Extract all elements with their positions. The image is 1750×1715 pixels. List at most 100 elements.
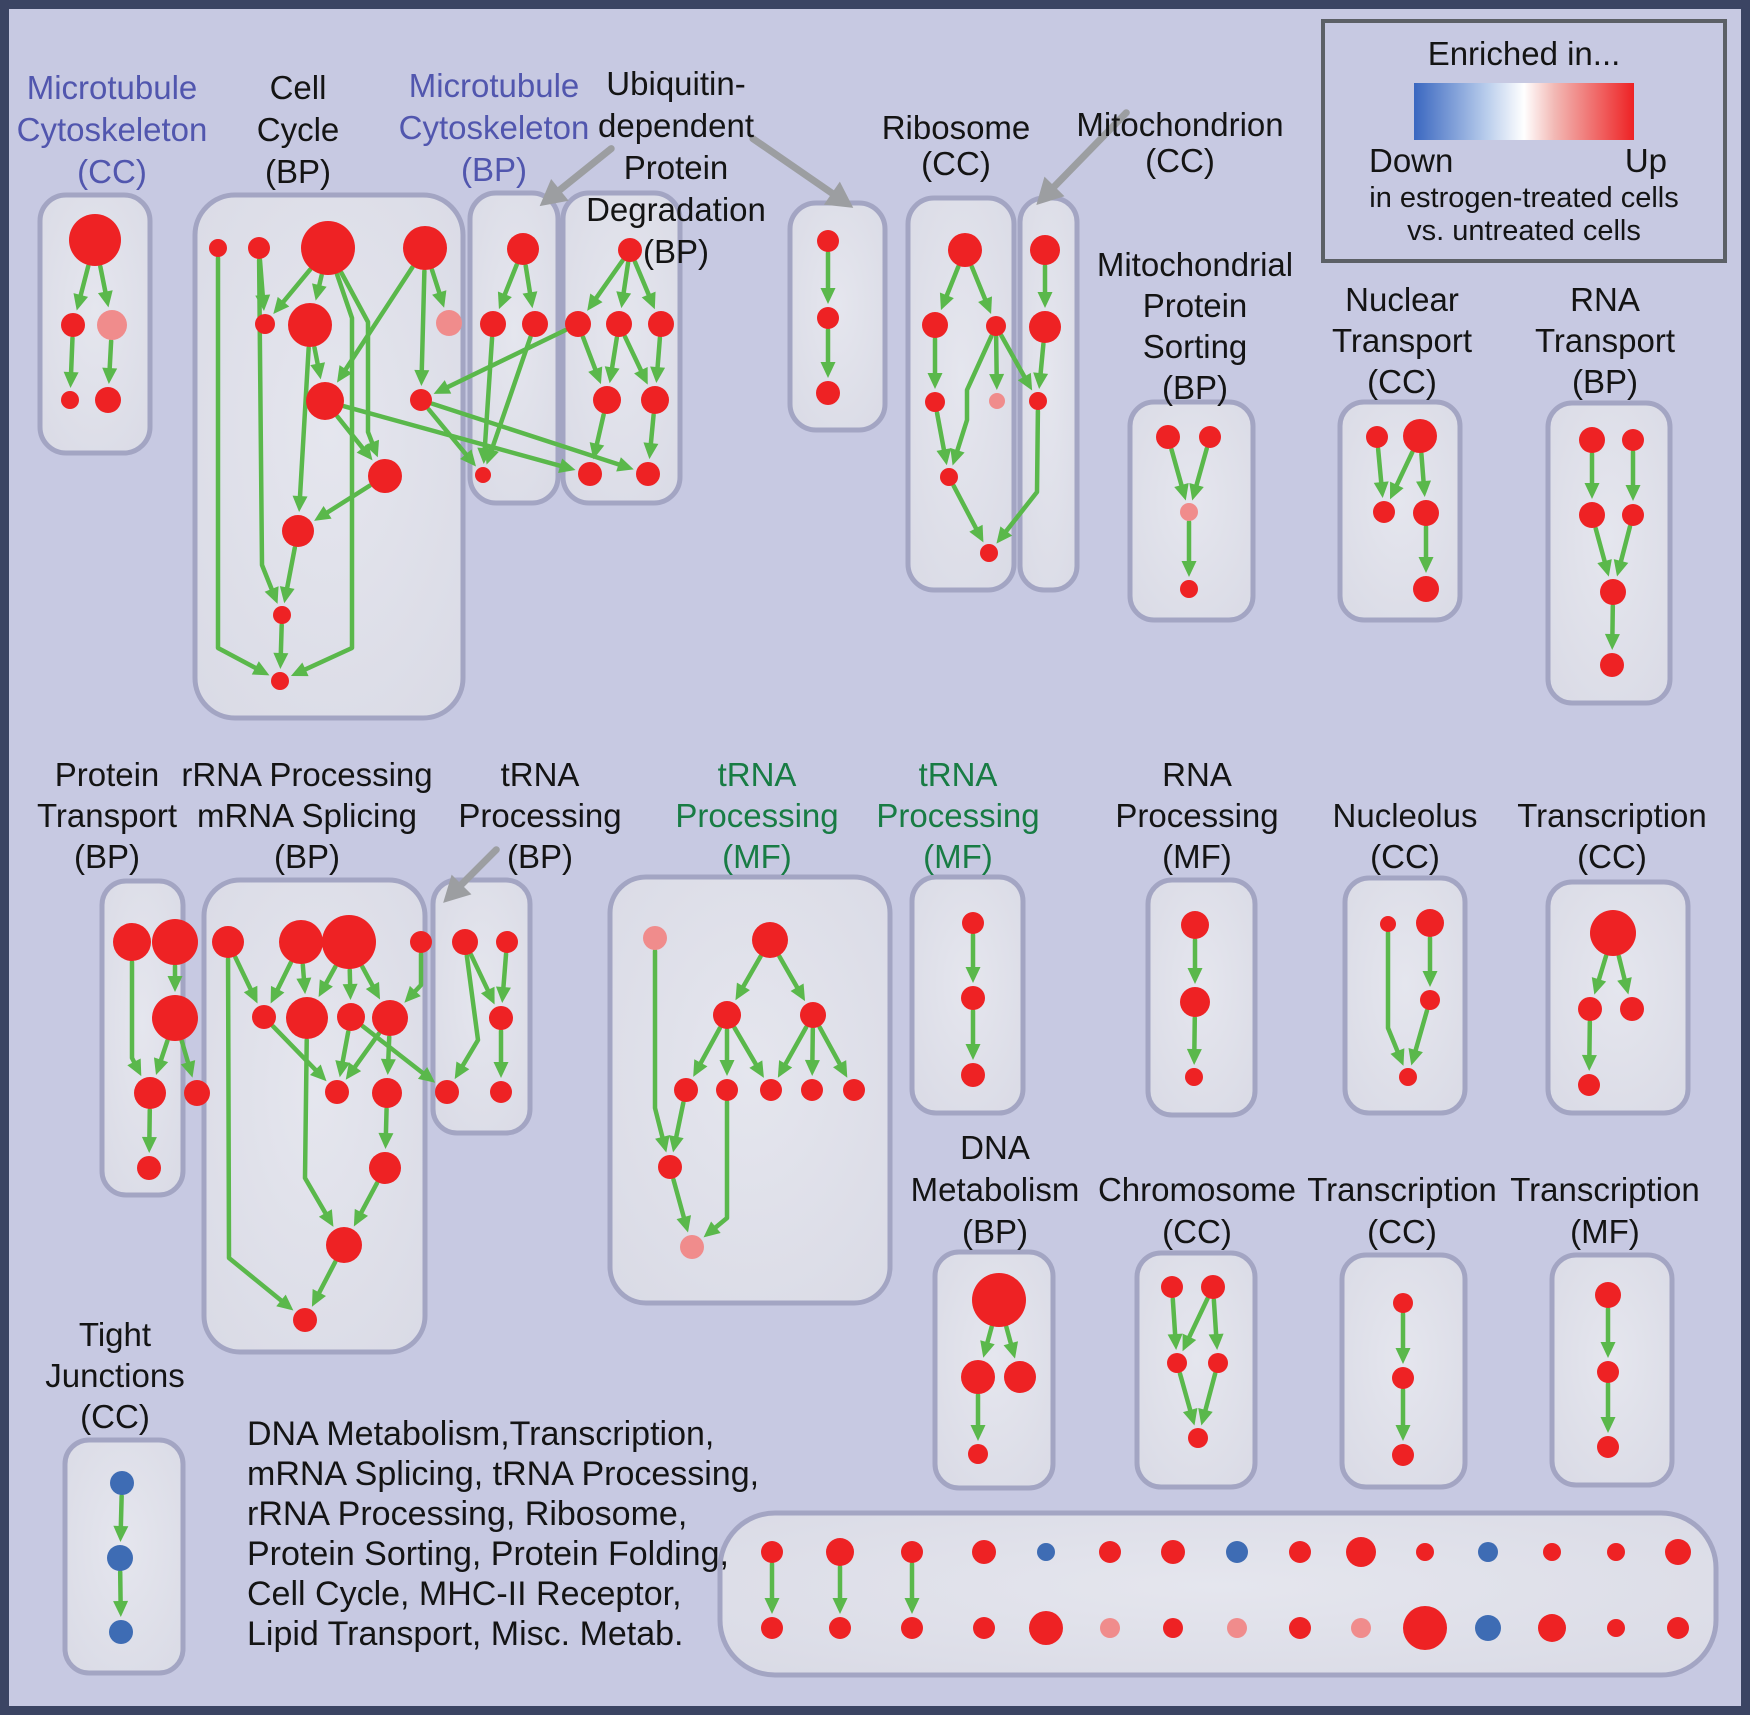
edge-line bbox=[459, 953, 481, 1070]
edge-arrowhead bbox=[777, 1060, 793, 1078]
edge-arrowhead bbox=[641, 291, 656, 310]
go-term-node bbox=[1029, 311, 1061, 343]
go-term-node bbox=[248, 237, 270, 259]
edge-line bbox=[951, 483, 980, 533]
misc-node-top bbox=[1416, 1543, 1434, 1561]
go-term-node bbox=[273, 606, 291, 624]
edge-arrowhead bbox=[978, 296, 992, 314]
edge-arrowhead bbox=[965, 1044, 981, 1060]
misc-node-top bbox=[1226, 1541, 1248, 1563]
edge-line bbox=[1593, 526, 1608, 566]
go-term-node bbox=[137, 1156, 161, 1180]
go-term-node bbox=[643, 926, 667, 950]
edge-arrowhead bbox=[558, 458, 576, 473]
edge-line bbox=[335, 414, 367, 452]
edge-line bbox=[984, 1324, 994, 1347]
go-term-node bbox=[1392, 1367, 1414, 1389]
nucleolus-cc-label: Nucleolus (CC) bbox=[1333, 797, 1478, 875]
go-term-node bbox=[372, 1078, 402, 1108]
misc-node-bottom bbox=[1029, 1611, 1063, 1645]
edge-line bbox=[488, 334, 533, 454]
edge-line bbox=[501, 951, 509, 992]
edge-line bbox=[323, 483, 373, 516]
edge-line bbox=[817, 1025, 843, 1068]
misc-node-top bbox=[1289, 1541, 1311, 1563]
edge-arrowhead bbox=[243, 985, 258, 1004]
edge-arrowhead bbox=[318, 1209, 334, 1227]
edge-arrowhead bbox=[480, 986, 495, 1005]
go-term-node bbox=[436, 310, 462, 336]
go-term-node bbox=[986, 316, 1006, 336]
go-term-node bbox=[1208, 1353, 1228, 1373]
misc-node-bottom bbox=[1538, 1614, 1566, 1642]
edge-arrowhead bbox=[1182, 1333, 1197, 1352]
edge-line bbox=[98, 264, 108, 296]
edge-line bbox=[1385, 930, 1401, 1056]
edge-arrowhead bbox=[296, 977, 312, 995]
go-term-node bbox=[134, 1077, 166, 1109]
go-term-node bbox=[1393, 1293, 1413, 1313]
edge-arrowhead bbox=[443, 874, 472, 903]
cell-cycle-bp-label: Cell Cycle (BP) bbox=[257, 69, 340, 190]
misc-node-bottom bbox=[1403, 1606, 1447, 1650]
go-term-node bbox=[252, 1005, 276, 1029]
edge-line bbox=[671, 1177, 687, 1222]
go-term-node bbox=[565, 311, 591, 337]
edge-arrowhead bbox=[312, 283, 327, 301]
go-term-node bbox=[489, 1006, 513, 1030]
protein-transport-bp-label: Protein Transport (BP) bbox=[37, 756, 177, 875]
go-term-node bbox=[1595, 1282, 1621, 1308]
edge-line bbox=[1177, 1371, 1193, 1415]
edge-arrowhead bbox=[1416, 480, 1431, 498]
edge-arrowhead bbox=[965, 967, 981, 983]
edge-line bbox=[301, 272, 355, 673]
go-term-node bbox=[368, 459, 402, 493]
edge-line bbox=[652, 948, 666, 1142]
go-term-node bbox=[680, 1235, 704, 1259]
edge-line bbox=[274, 960, 294, 994]
edge-line bbox=[78, 263, 91, 300]
go-term-node bbox=[475, 467, 491, 483]
go-term-node bbox=[369, 1152, 401, 1184]
go-term-node bbox=[97, 310, 127, 340]
edge-arrowhead bbox=[1174, 483, 1189, 501]
go-term-node bbox=[69, 214, 121, 266]
go-term-node bbox=[1579, 427, 1605, 453]
edge-arrowhead bbox=[432, 290, 447, 308]
edge-arrowhead bbox=[804, 1059, 820, 1077]
go-term-node bbox=[61, 313, 85, 337]
trna-processing-mf-large-label: tRNA Processing (MF) bbox=[675, 756, 838, 875]
go-term-node bbox=[1413, 500, 1439, 526]
edge-arrowhead bbox=[989, 373, 1005, 391]
edge-arrowhead bbox=[404, 985, 421, 1003]
edge-line bbox=[777, 954, 801, 992]
go-term-node bbox=[1167, 1353, 1187, 1373]
edge-line bbox=[430, 401, 623, 468]
edge-line bbox=[302, 1037, 329, 1218]
go-term-node bbox=[641, 386, 669, 414]
misc-node-top bbox=[761, 1541, 783, 1563]
go-term-node bbox=[925, 392, 945, 412]
go-term-node bbox=[507, 233, 539, 265]
rna-processing-mf-label: RNA Processing (MF) bbox=[1115, 756, 1278, 875]
edge-arrowhead bbox=[823, 181, 854, 208]
misc-node-top bbox=[1543, 1543, 1561, 1561]
microtubule-cytoskeleton-cc-label: Microtubule Cytoskeleton (CC) bbox=[17, 69, 208, 190]
go-term-node bbox=[435, 1080, 459, 1104]
go-term-node bbox=[1029, 392, 1047, 410]
go-term-node bbox=[962, 912, 984, 934]
go-term-node bbox=[980, 544, 998, 562]
edge-arrowhead bbox=[790, 983, 806, 1002]
go-term-node bbox=[480, 311, 506, 337]
edge-line bbox=[107, 338, 114, 373]
go-term-node bbox=[1413, 576, 1439, 602]
edge-arrowhead bbox=[1003, 1341, 1019, 1359]
transcription-cc-row3-label: Transcription (CC) bbox=[1307, 1171, 1497, 1250]
edge-arrowhead bbox=[1422, 971, 1438, 987]
go-term-node bbox=[1161, 1276, 1183, 1298]
edge-arrowhead bbox=[1033, 372, 1049, 390]
edge-line bbox=[1186, 1296, 1210, 1341]
edge-arrowhead bbox=[950, 448, 965, 466]
edge-arrowhead bbox=[539, 178, 569, 207]
chromosome-cc-label: Chromosome (CC) bbox=[1098, 1171, 1296, 1250]
